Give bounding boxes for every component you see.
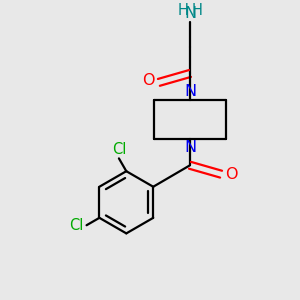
- Text: H: H: [192, 3, 203, 18]
- Text: Cl: Cl: [69, 218, 84, 233]
- Text: O: O: [142, 74, 155, 88]
- Text: H: H: [177, 3, 188, 18]
- Text: O: O: [226, 167, 238, 182]
- Text: N: N: [184, 84, 196, 99]
- Text: N: N: [184, 6, 196, 21]
- Text: Cl: Cl: [112, 142, 126, 157]
- Text: N: N: [184, 140, 196, 155]
